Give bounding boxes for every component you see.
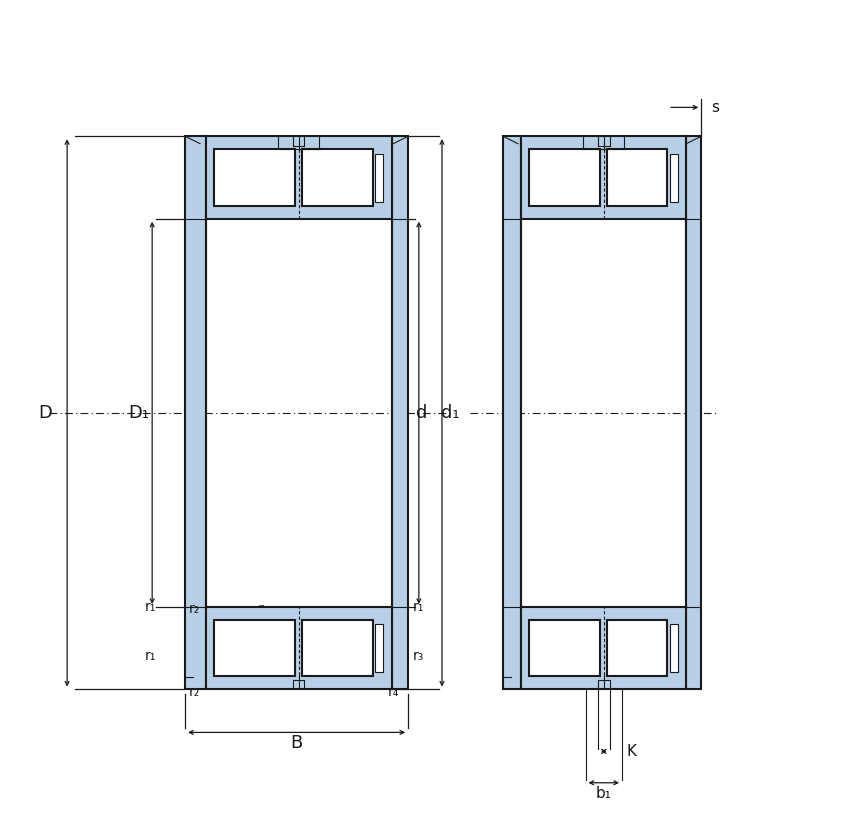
Polygon shape — [375, 624, 383, 672]
Polygon shape — [607, 620, 668, 676]
Polygon shape — [669, 153, 678, 202]
Polygon shape — [214, 620, 295, 676]
Polygon shape — [530, 149, 600, 206]
Text: r₂: r₂ — [188, 602, 200, 616]
Polygon shape — [206, 136, 392, 219]
Text: d: d — [415, 404, 427, 422]
Polygon shape — [302, 620, 373, 676]
Polygon shape — [185, 136, 206, 690]
Polygon shape — [521, 607, 686, 690]
Text: r₁: r₁ — [145, 650, 156, 663]
Polygon shape — [503, 136, 521, 690]
Text: d₁: d₁ — [441, 404, 459, 422]
Text: r₂: r₂ — [188, 686, 200, 700]
Polygon shape — [392, 136, 408, 690]
Text: r₁: r₁ — [145, 600, 156, 614]
Polygon shape — [530, 620, 600, 676]
Polygon shape — [607, 149, 668, 206]
Polygon shape — [686, 136, 701, 690]
Polygon shape — [206, 607, 392, 690]
Polygon shape — [521, 136, 686, 219]
Text: r₄: r₄ — [388, 686, 399, 700]
Polygon shape — [669, 624, 678, 672]
Text: r₁: r₁ — [413, 600, 425, 614]
Text: D₁: D₁ — [129, 404, 150, 422]
Text: r₃: r₃ — [413, 650, 425, 663]
Text: K: K — [626, 744, 636, 759]
Polygon shape — [214, 149, 295, 206]
Text: s: s — [711, 100, 719, 115]
Text: r₂: r₂ — [257, 602, 268, 616]
Polygon shape — [302, 149, 373, 206]
Text: B: B — [290, 734, 303, 752]
Text: b₁: b₁ — [596, 786, 611, 801]
Polygon shape — [375, 153, 383, 202]
Text: D: D — [39, 404, 52, 422]
